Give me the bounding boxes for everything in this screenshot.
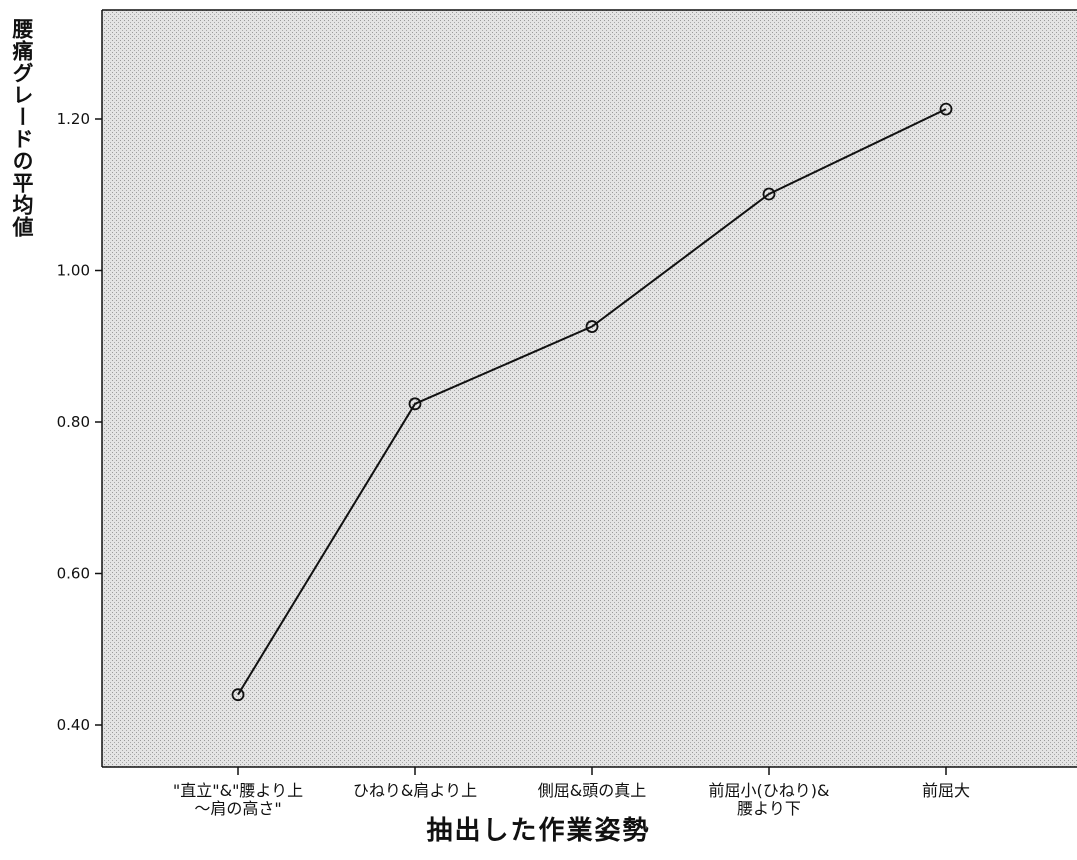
- data-point: [939, 102, 953, 116]
- x-tick-label: ～肩の高さ": [194, 799, 281, 818]
- data-point: [585, 320, 599, 333]
- x-ticks: "直立"&"腰より上～肩の高さ" ひねり&肩より上 側屈&頭の真上 前屈小(ひねり)&…: [173, 767, 970, 818]
- data-point: [231, 688, 245, 702]
- y-tick-label: 0.60: [57, 565, 90, 583]
- x-tick-label: 前屈小(ひねり)&: [709, 781, 830, 800]
- data-point: [762, 187, 776, 201]
- y-axis-label: 腰痛グレードの平均値: [10, 18, 34, 238]
- x-tick-label: 側屈&頭の真上: [538, 781, 646, 800]
- series: [231, 102, 953, 702]
- x-axis-label: 抽出した作業姿勢: [426, 816, 651, 846]
- data-point: [408, 397, 422, 411]
- y-tick-label: 0.40: [57, 716, 90, 734]
- x-tick-label: 前屈大: [922, 781, 970, 800]
- y-tick-label: 1.20: [57, 110, 90, 128]
- y-ticks: 0.40 0.60 0.80 1.00 1.20: [57, 110, 102, 734]
- plot-area: [102, 10, 1077, 767]
- y-tick-label: 0.80: [57, 413, 90, 431]
- x-tick-label: "直立"&"腰より上: [173, 781, 303, 800]
- y-tick-label: 1.00: [57, 262, 90, 280]
- x-tick-label: 腰より下: [737, 799, 801, 818]
- series-line: [237, 108, 947, 696]
- x-tick-label: ひねり&肩より上: [353, 781, 477, 800]
